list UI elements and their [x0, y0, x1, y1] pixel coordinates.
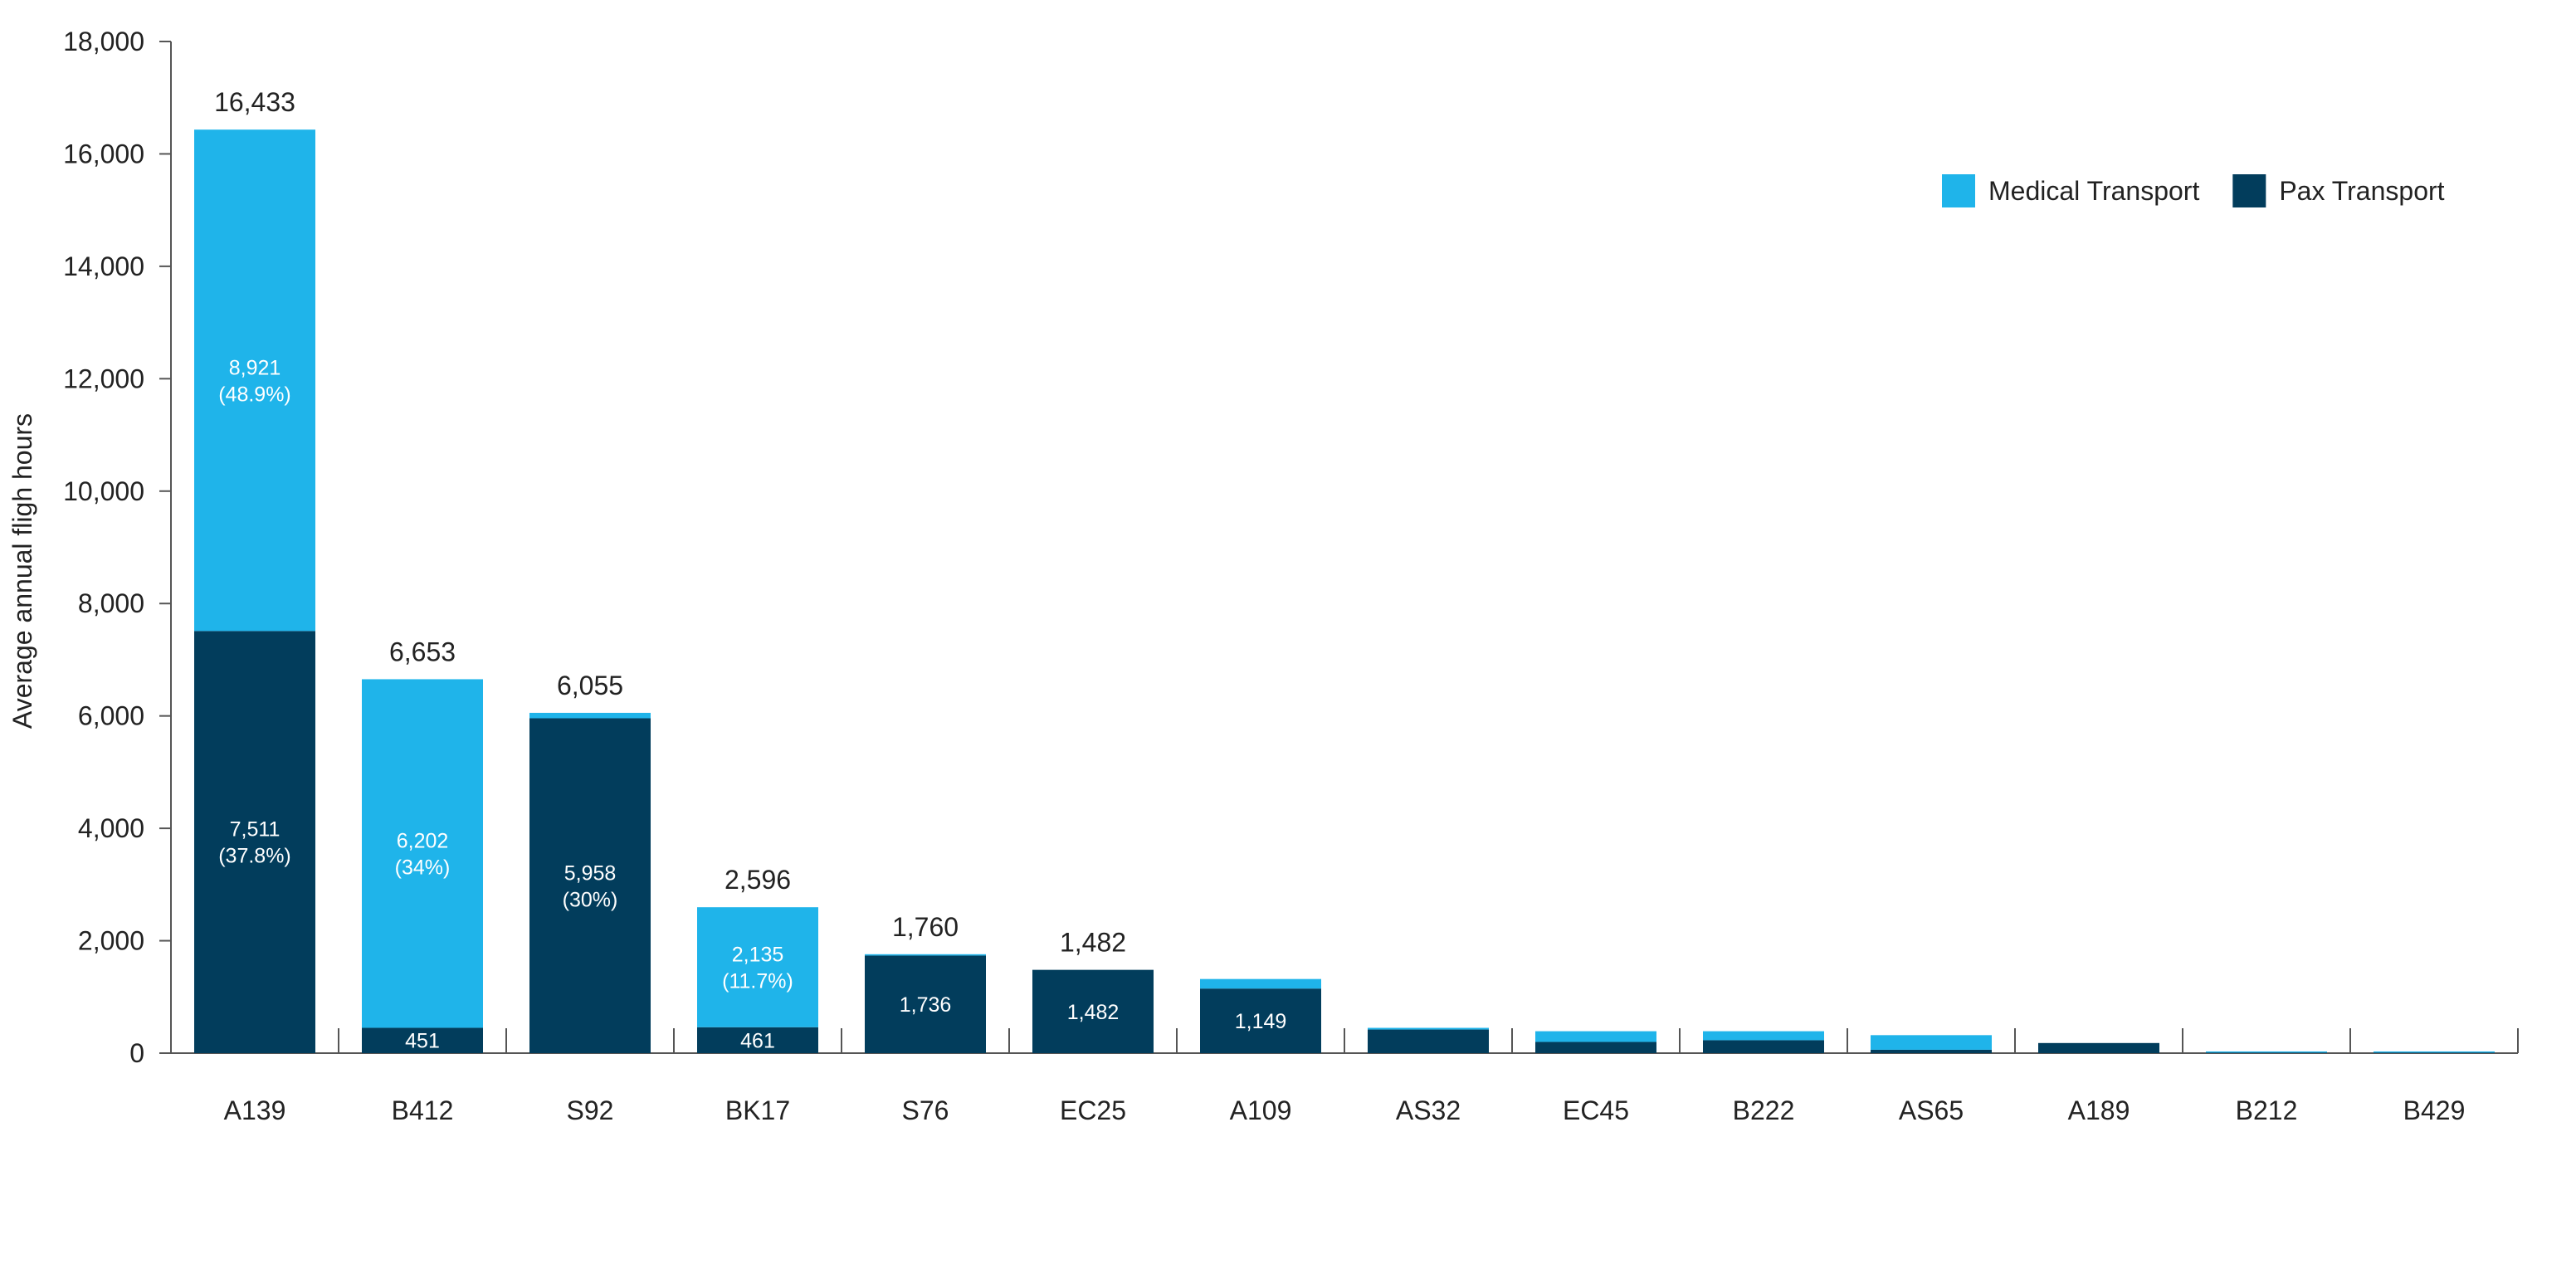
y-tick-label: 0	[129, 1038, 144, 1068]
segment-label-medical-transport: (11.7%)	[722, 969, 793, 993]
y-tick-label: 14,000	[63, 251, 144, 281]
bar-total-label: 16,433	[214, 87, 295, 117]
bar-segment-medical-transport	[697, 907, 818, 1027]
y-tick-label: 16,000	[63, 139, 144, 168]
x-category-label: B412	[392, 1095, 454, 1125]
bar-total-label: 6,055	[557, 671, 623, 700]
bar-segment-pax-transport	[1032, 969, 1154, 1053]
y-tick-label: 8,000	[78, 588, 144, 618]
x-category-label: B212	[2236, 1095, 2298, 1125]
bar-segment-medical-transport	[1871, 1035, 1992, 1050]
bar-segment-medical-transport	[362, 679, 483, 1028]
segment-label-pax-transport: 1,736	[900, 993, 952, 1017]
bar-segment-pax-transport	[1535, 1042, 1656, 1053]
x-category-label: A139	[224, 1095, 286, 1125]
bar-segment-medical-transport	[1535, 1031, 1656, 1042]
y-tick-label: 6,000	[78, 701, 144, 731]
bar-total-label: 1,482	[1060, 928, 1126, 958]
bar-segment-medical-transport	[194, 129, 315, 632]
x-category-label: B222	[1733, 1095, 1795, 1125]
x-category-label: S76	[902, 1095, 949, 1125]
bar-total-label: 2,596	[724, 865, 791, 895]
bar-segment-pax-transport	[697, 1027, 818, 1053]
bar-segment-pax-transport	[1368, 1029, 1489, 1053]
segment-label-pax-transport: 461	[740, 1029, 775, 1052]
bar-segment-pax-transport	[2038, 1042, 2159, 1053]
bar-segment-pax-transport	[865, 955, 986, 1053]
bar-segment-pax-transport	[1703, 1040, 1824, 1053]
segment-label-pax-transport: (30%)	[563, 888, 618, 911]
bar-segment-medical-transport	[1703, 1031, 1824, 1041]
y-tick-label: 18,000	[63, 27, 144, 56]
labels-group: A139 7,511 (37.8%) 8,921 (48.9%) 16,433 B412 45…	[214, 87, 2465, 1125]
y-axis-title: Average annual fligh hours	[7, 413, 37, 729]
bar-segment-pax-transport	[1871, 1049, 1992, 1053]
x-category-label: B429	[2403, 1095, 2466, 1125]
bar-segment-pax-transport	[362, 1027, 483, 1053]
legend-label: Pax Transport	[2279, 176, 2444, 206]
segment-label-medical-transport: 6,202	[397, 829, 449, 852]
bar-segment-medical-transport	[1368, 1027, 1489, 1030]
y-tick-label: 4,000	[78, 813, 144, 843]
segment-label-pax-transport: 1,482	[1067, 1001, 1120, 1024]
bar-segment-pax-transport	[1200, 988, 1321, 1053]
bar-segment-medical-transport	[2206, 1051, 2327, 1053]
y-tick-label: 10,000	[63, 476, 144, 506]
x-category-label: BK17	[725, 1095, 790, 1125]
bars-group	[194, 129, 2495, 1053]
bar-total-label: 1,760	[892, 912, 959, 942]
bar-segment-medical-transport	[529, 712, 651, 719]
x-category-label: AS32	[1396, 1095, 1461, 1125]
x-category-label: AS65	[1899, 1095, 1964, 1125]
bar-segment-pax-transport	[2206, 1052, 2327, 1053]
y-tick-label: 2,000	[78, 926, 144, 956]
bar-segment-pax-transport	[194, 631, 315, 1053]
legend-swatch	[2232, 174, 2266, 207]
legend: Medical Transport Pax Transport	[1942, 174, 2445, 207]
bar-segment-pax-transport	[2374, 1052, 2495, 1053]
segment-label-medical-transport: (48.9%)	[218, 383, 291, 406]
x-category-label: EC25	[1060, 1095, 1126, 1125]
segment-label-pax-transport: 451	[405, 1030, 440, 1053]
axes-group: 0 2,000 4,000 6,000 8,000 10,000 12,000 14,000 1…	[63, 27, 2519, 1068]
segment-label-medical-transport: 8,921	[229, 356, 281, 379]
legend-label: Medical Transport	[1988, 176, 2199, 206]
segment-label-medical-transport: 2,135	[732, 943, 784, 966]
x-category-label: A189	[2068, 1095, 2130, 1125]
segment-label-pax-transport: (37.8%)	[218, 845, 291, 868]
legend-swatch	[1942, 174, 1975, 207]
bar-segment-pax-transport	[529, 718, 651, 1053]
y-tick-label: 12,000	[63, 363, 144, 393]
x-category-label: A109	[1230, 1095, 1292, 1125]
x-category-label: S92	[567, 1095, 614, 1125]
bar-segment-medical-transport	[1200, 978, 1321, 989]
segment-label-pax-transport: 7,511	[230, 818, 281, 842]
bar-total-label: 6,653	[389, 637, 456, 666]
segment-label-pax-transport: 1,149	[1235, 1010, 1287, 1033]
segment-label-medical-transport: (34%)	[395, 856, 451, 879]
bar-segment-medical-transport	[865, 954, 986, 956]
bar-segment-medical-transport	[2374, 1051, 2495, 1053]
x-category-label: EC45	[1563, 1095, 1629, 1125]
segment-label-pax-transport: 5,958	[564, 861, 617, 885]
